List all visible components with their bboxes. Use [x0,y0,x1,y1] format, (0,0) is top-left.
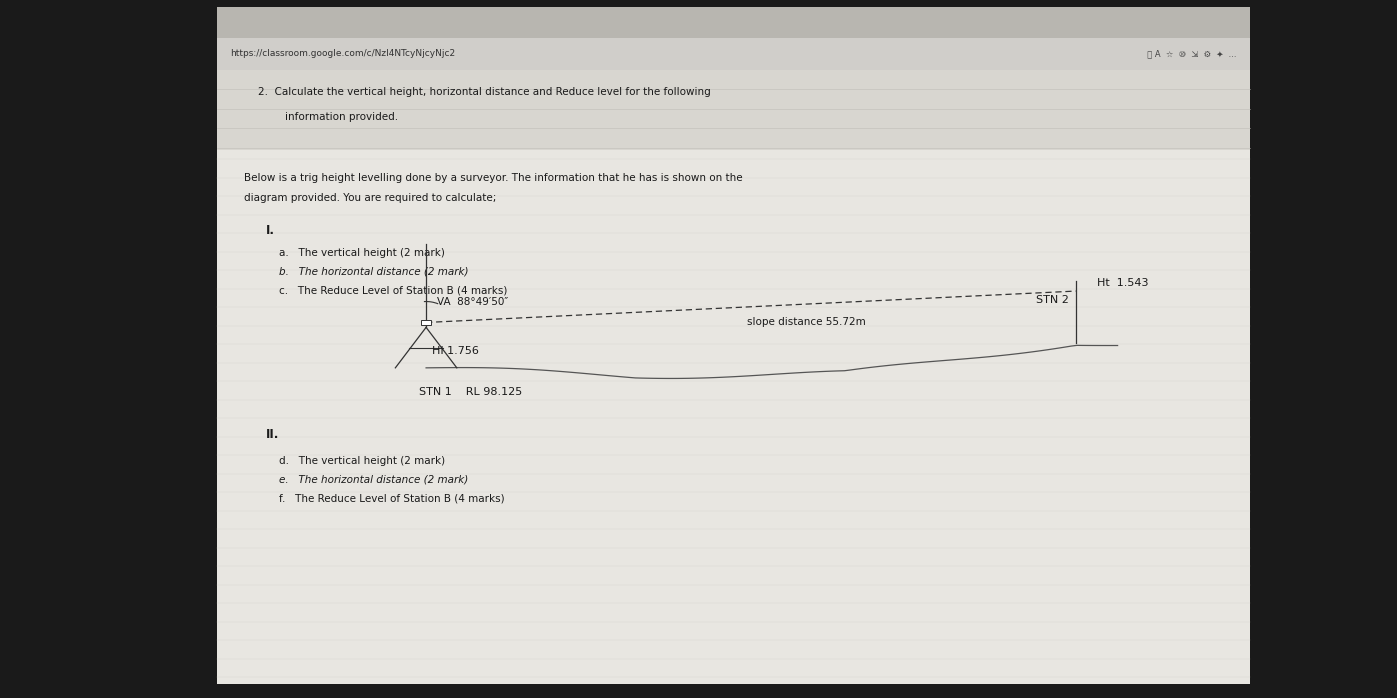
Text: Ht  1.543: Ht 1.543 [1097,278,1148,288]
Text: STN 2: STN 2 [1035,295,1069,304]
Text: STN 1    RL 98.125: STN 1 RL 98.125 [419,387,522,397]
Text: 2.  Calculate the vertical height, horizontal distance and Reduce level for the : 2. Calculate the vertical height, horizo… [258,87,711,97]
Text: slope distance 55.72m: slope distance 55.72m [747,317,866,327]
Text: f.   The Reduce Level of Station B (4 marks): f. The Reduce Level of Station B (4 mark… [279,493,506,503]
Text: I.: I. [265,224,274,237]
Bar [422,320,430,325]
Text: b.   The horizontal distance (2 mark): b. The horizontal distance (2 mark) [279,267,469,276]
Bar [217,28,1250,684]
Text: II.: II. [265,428,279,440]
Bar [217,7,1250,38]
Text: e.   The horizontal distance (2 mark): e. The horizontal distance (2 mark) [279,475,468,484]
Text: 拼 A  ☆  ⑩  ⇲  ⚙  ✦  ...: 拼 A ☆ ⑩ ⇲ ⚙ ✦ ... [1141,50,1236,58]
Bar [217,38,1250,70]
Text: d.   The vertical height (2 mark): d. The vertical height (2 mark) [279,456,446,466]
Text: c.   The Reduce Level of Station B (4 marks): c. The Reduce Level of Station B (4 mark… [279,285,507,295]
Bar [217,70,1250,150]
Text: diagram provided. You are required to calculate;: diagram provided. You are required to ca… [244,193,497,202]
Text: VA  88°49′50″: VA 88°49′50″ [437,297,509,307]
Text: information provided.: information provided. [272,112,398,122]
Text: https://classroom.google.com/c/NzI4NTcyNjcyNjc2: https://classroom.google.com/c/NzI4NTcyN… [231,50,455,58]
Text: a.   The vertical height (2 mark): a. The vertical height (2 mark) [279,248,446,258]
Text: HI 1.756: HI 1.756 [432,346,479,356]
Text: Below is a trig height levelling done by a surveyor. The information that he has: Below is a trig height levelling done by… [244,173,743,183]
